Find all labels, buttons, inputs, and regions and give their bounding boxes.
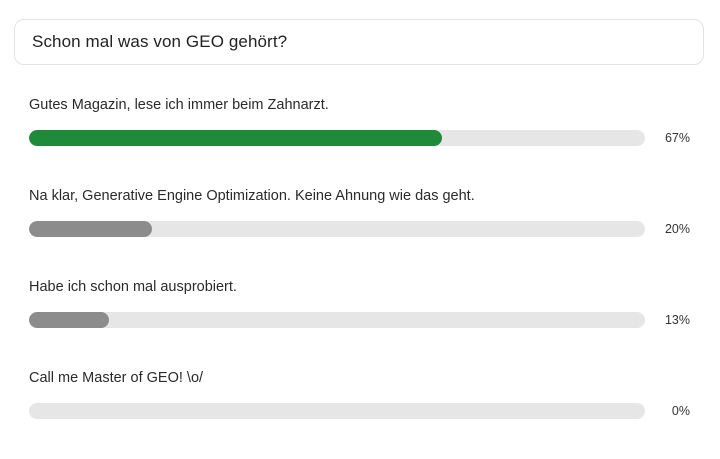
poll-option-label: Na klar, Generative Engine Optimization.… (29, 188, 475, 204)
poll-result-fill (29, 312, 110, 328)
poll-question: Schon mal was von GEO gehört? (32, 32, 288, 51)
poll-option-label: Habe ich schon mal ausprobiert. (29, 279, 237, 295)
poll-option-3[interactable]: Habe ich schon mal ausprobiert. 13% (29, 279, 699, 339)
poll-option-4[interactable]: Call me Master of GEO! \o/ 0% (29, 370, 699, 430)
poll-percent: 0% (671, 404, 690, 418)
poll-percent: 13% (664, 313, 690, 327)
poll-result-bar[interactable] (29, 312, 645, 328)
poll-result-bar[interactable] (29, 130, 645, 146)
poll-question-box: Schon mal was von GEO gehört? (14, 19, 704, 65)
poll-result-fill (29, 130, 442, 146)
poll-option-2[interactable]: Na klar, Generative Engine Optimization.… (29, 188, 699, 248)
poll-percent: 20% (664, 222, 690, 236)
poll-result-fill (29, 221, 153, 237)
poll-result-bar[interactable] (29, 403, 645, 419)
poll-percent: 67% (664, 131, 690, 145)
poll-result-bar[interactable] (29, 221, 645, 237)
poll-option-label: Gutes Magazin, lese ich immer beim Zahna… (29, 97, 329, 113)
poll-option-label: Call me Master of GEO! \o/ (29, 370, 204, 386)
poll-option-1[interactable]: Gutes Magazin, lese ich immer beim Zahna… (29, 97, 699, 157)
